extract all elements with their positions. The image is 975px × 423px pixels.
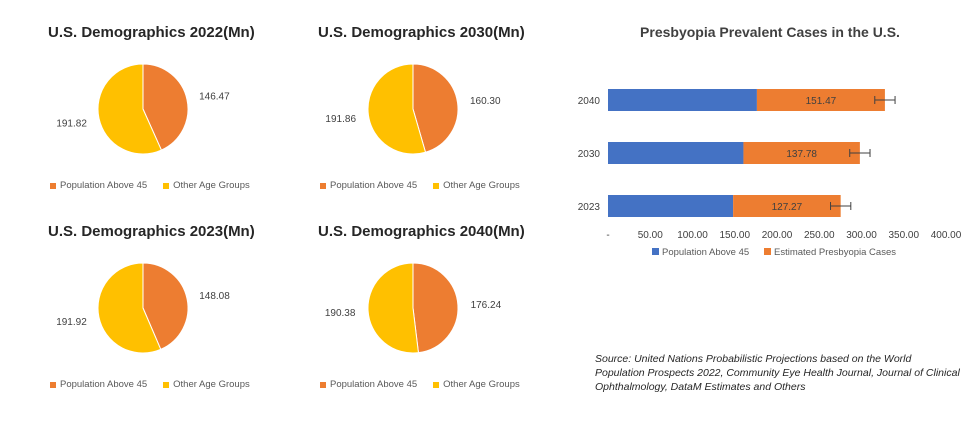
pie-legend: Population Above 45 Other Age Groups [320, 180, 520, 191]
pie-legend: Population Above 45 Other Age Groups [50, 180, 250, 191]
pie-slice-other [97, 63, 163, 155]
legend-swatch [163, 381, 170, 388]
x-tick-label: - [606, 230, 609, 241]
legend-item: Other Age Groups [163, 180, 250, 191]
error-bar [874, 96, 896, 104]
legend-label: Other Age Groups [443, 180, 520, 191]
bar-data-label: 137.78 [786, 149, 817, 160]
pie-chart-2030: U.S. Demographics 2030(Mn) 160.30 191.86 P… [318, 24, 588, 224]
bar-chart: 2023 127.27 2030 137.78 2040 151.47 - 50.00 100.… [578, 89, 962, 258]
pie-title-2022: U.S. Demographics 2022(Mn) [48, 24, 255, 41]
pie-data-label: 176.24 [471, 300, 502, 311]
legend-item: Other Age Groups [163, 379, 250, 390]
pie-title-2030: U.S. Demographics 2030(Mn) [318, 24, 525, 41]
legend-swatch [163, 182, 170, 189]
bar-chart-title: Presbyopia Prevalent Cases in the U.S. [640, 24, 900, 40]
pie-slice-other [97, 262, 162, 354]
pie-data-label: 191.92 [56, 317, 87, 328]
legend-swatch [764, 248, 771, 255]
bar-presbyopia-cases [733, 195, 841, 217]
pie-data-label: 146.47 [199, 91, 230, 102]
y-tick-label: 2040 [578, 96, 601, 107]
pie-svg-2022: 146.47 191.82 [56, 63, 230, 155]
y-tick-label: 2023 [578, 202, 601, 213]
x-tick-label: 250.00 [804, 230, 835, 241]
legend-item: Population Above 45 [320, 379, 417, 390]
y-tick-label: 2030 [578, 149, 601, 160]
legend-label: Other Age Groups [173, 379, 250, 390]
legend-label: Other Age Groups [443, 379, 520, 390]
bar-data-label: 127.27 [772, 202, 803, 213]
pie-chart-2040: U.S. Demographics 2040(Mn) 176.24 190.38 P… [318, 223, 588, 423]
pie-slice-above45 [142, 63, 189, 151]
error-bar [849, 149, 871, 157]
legend-swatch [433, 381, 440, 388]
bar-presbyopia-cases [756, 89, 885, 111]
legend-label: Population Above 45 [330, 379, 418, 390]
legend-label: Population Above 45 [60, 180, 148, 191]
bar-population-above45 [608, 195, 734, 217]
pie-legend: Population Above 45 Other Age Groups [50, 379, 250, 390]
pie-chart-2023: U.S. Demographics 2023(Mn) 148.08 191.92 P… [48, 223, 318, 423]
legend-swatch [320, 182, 326, 189]
pie-title-2040: U.S. Demographics 2040(Mn) [318, 223, 525, 240]
pie-slice-above45 [412, 262, 459, 354]
legend-swatch [50, 381, 56, 388]
pie-legend: Population Above 45 Other Age Groups [320, 379, 520, 390]
legend-item: Population Above 45 [50, 379, 147, 390]
pie-data-label: 148.08 [199, 291, 230, 302]
legend-item: Other Age Groups [433, 180, 520, 191]
x-tick-label: 300.00 [846, 230, 877, 241]
pie-slice-other [367, 262, 419, 354]
x-tick-label: 350.00 [888, 230, 919, 241]
legend-swatch [320, 381, 326, 388]
legend-swatch [433, 182, 440, 189]
bar-population-above45 [608, 142, 744, 164]
bar-presbyopia-cases [743, 142, 860, 164]
legend-label: Other Age Groups [173, 180, 250, 191]
pie-slice-above45 [142, 262, 189, 351]
pie-data-label: 191.82 [56, 119, 87, 130]
source-note: Source: United Nations Probabilistic Pro… [595, 353, 960, 394]
legend-label: Population Above 45 [60, 379, 148, 390]
x-tick-label: 200.00 [762, 230, 793, 241]
x-tick-label: 400.00 [931, 230, 962, 241]
bar-population-above45 [608, 89, 757, 111]
legend-item: Other Age Groups [433, 379, 520, 390]
pie-slice-other [367, 63, 427, 155]
pie-svg-2030: 160.30 191.86 [325, 63, 501, 155]
legend-swatch [652, 248, 659, 255]
pie-chart-2022: U.S. Demographics 2022(Mn) 146.47 191.82 P… [48, 24, 318, 224]
error-bar [830, 202, 852, 210]
pie-svg-2023: 148.08 191.92 [56, 262, 230, 354]
legend-label: Population Above 45 [662, 247, 749, 258]
legend-item: Population Above 45 [50, 180, 147, 191]
pie-data-label: 191.86 [325, 114, 356, 125]
x-tick-label: 50.00 [638, 230, 663, 241]
pie-svg-2040: 176.24 190.38 [325, 262, 502, 354]
legend-swatch [50, 182, 56, 189]
x-tick-label: 150.00 [719, 230, 750, 241]
pie-data-label: 160.30 [470, 96, 501, 107]
pie-slice-above45 [412, 63, 459, 153]
pie-title-2023: U.S. Demographics 2023(Mn) [48, 223, 255, 240]
legend-item: Population Above 45 [320, 180, 417, 191]
legend-label: Population Above 45 [330, 180, 418, 191]
x-tick-label: 100.00 [677, 230, 708, 241]
bar-data-label: 151.47 [806, 96, 837, 107]
pie-data-label: 190.38 [325, 308, 356, 319]
legend-label: Estimated Presbyopia Cases [774, 247, 896, 258]
